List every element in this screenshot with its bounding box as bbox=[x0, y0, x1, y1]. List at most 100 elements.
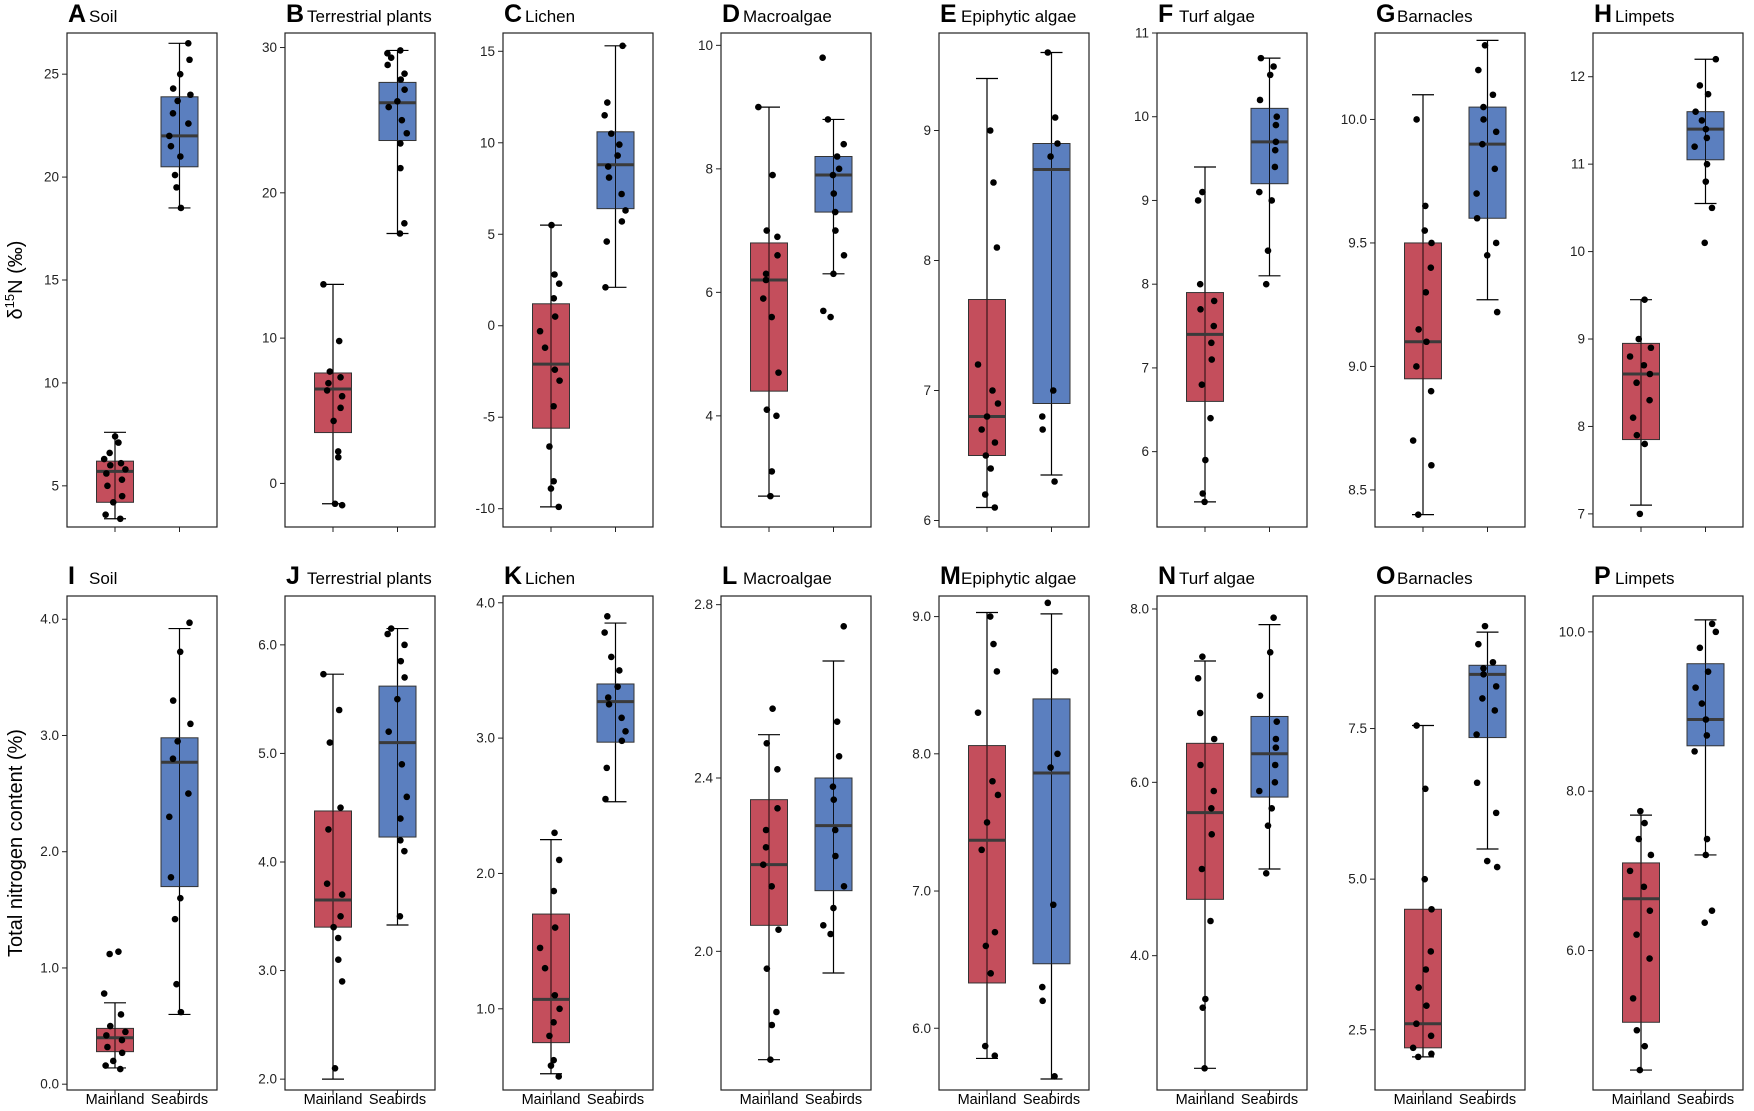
data-point bbox=[1266, 71, 1274, 79]
data-point bbox=[1701, 239, 1709, 247]
data-point bbox=[1272, 744, 1280, 751]
data-point bbox=[384, 50, 391, 57]
data-point bbox=[604, 163, 612, 170]
data-point bbox=[1413, 722, 1420, 729]
data-point bbox=[1493, 308, 1501, 316]
y-tick-label: -5 bbox=[483, 410, 495, 425]
data-point bbox=[337, 912, 344, 920]
data-point bbox=[835, 165, 843, 173]
panel-letter: L bbox=[722, 562, 737, 590]
box-mainland: Mainland bbox=[1622, 296, 1660, 532]
data-point bbox=[1629, 995, 1637, 1002]
box-seabirds: Seabirds bbox=[378, 47, 417, 532]
y-tick-label: 7 bbox=[1141, 360, 1149, 375]
data-point bbox=[1635, 835, 1643, 843]
data-point bbox=[774, 805, 781, 812]
data-point bbox=[102, 511, 109, 518]
y-tick-label: 2.4 bbox=[694, 771, 713, 786]
data-point bbox=[1473, 190, 1480, 197]
data-point bbox=[1049, 901, 1057, 909]
data-point bbox=[1480, 671, 1487, 678]
data-point bbox=[1044, 49, 1052, 56]
data-point bbox=[1210, 787, 1218, 795]
data-point bbox=[1428, 239, 1435, 247]
box-seabirds: Seabirds bbox=[805, 623, 862, 1108]
data-point bbox=[169, 109, 177, 117]
data-point bbox=[1197, 306, 1204, 313]
data-point bbox=[1629, 414, 1637, 422]
panel-letter: G bbox=[1376, 0, 1395, 28]
data-point bbox=[759, 861, 767, 868]
data-point bbox=[607, 653, 615, 661]
y-tick-label: 8.5 bbox=[1348, 482, 1367, 497]
data-point bbox=[104, 1043, 111, 1051]
data-point bbox=[1708, 907, 1716, 915]
data-point bbox=[618, 218, 626, 225]
data-point bbox=[840, 623, 848, 630]
y-tick-label: 4.0 bbox=[476, 595, 495, 610]
plot-frame bbox=[284, 32, 436, 528]
data-point bbox=[982, 942, 990, 950]
y-tick-label: 10 bbox=[262, 331, 277, 346]
data-point bbox=[1049, 387, 1057, 394]
data-point bbox=[326, 368, 334, 375]
data-point bbox=[334, 448, 342, 455]
data-point bbox=[547, 485, 555, 492]
data-point bbox=[603, 238, 611, 245]
data-point bbox=[1641, 440, 1649, 448]
box-seabirds: Seabirds bbox=[1686, 55, 1725, 532]
data-point bbox=[111, 433, 119, 440]
category-label: Mainland bbox=[958, 1092, 1017, 1108]
box-seabirds: Seabirds bbox=[1241, 614, 1298, 1108]
data-point bbox=[605, 700, 613, 708]
y-tick-label: 8.0 bbox=[912, 746, 931, 761]
data-point bbox=[325, 379, 332, 387]
panel-title: Epiphytic algae bbox=[961, 569, 1076, 588]
row-y-axis-label: δ15N (‰) bbox=[2, 241, 27, 320]
data-point bbox=[177, 894, 184, 902]
data-point bbox=[1194, 675, 1202, 682]
y-tick-label: 0 bbox=[487, 318, 495, 333]
data-point bbox=[546, 1032, 553, 1040]
data-point bbox=[1421, 875, 1429, 883]
data-point bbox=[990, 640, 997, 648]
data-point bbox=[1039, 997, 1046, 1005]
data-point bbox=[397, 836, 404, 844]
data-point bbox=[118, 1036, 126, 1044]
panel-letter: D bbox=[722, 0, 740, 28]
panel-letter: N bbox=[1158, 562, 1176, 590]
data-point bbox=[774, 766, 781, 773]
data-point bbox=[1194, 197, 1202, 204]
data-point bbox=[106, 449, 113, 457]
data-point bbox=[1272, 735, 1280, 743]
data-point bbox=[1198, 381, 1206, 388]
data-point bbox=[622, 207, 629, 214]
y-tick-label: 8 bbox=[1141, 277, 1149, 292]
data-point bbox=[1702, 851, 1710, 859]
data-point bbox=[1038, 413, 1046, 420]
data-point bbox=[320, 281, 327, 288]
data-point bbox=[618, 190, 625, 198]
data-point bbox=[1646, 370, 1654, 378]
box-seabirds: Seabirds bbox=[596, 42, 635, 532]
y-tick-label: 3.0 bbox=[40, 728, 59, 743]
data-point bbox=[1409, 1044, 1417, 1052]
data-point bbox=[1047, 153, 1054, 160]
y-tick-label: 8 bbox=[705, 161, 713, 176]
data-point bbox=[1473, 779, 1481, 787]
data-point bbox=[1255, 188, 1263, 196]
plot-frame bbox=[1374, 595, 1526, 1091]
box-seabirds: Seabirds bbox=[814, 54, 853, 532]
box-mainland: Mainland bbox=[522, 829, 580, 1108]
data-point bbox=[830, 904, 837, 912]
y-tick-label: 6.0 bbox=[912, 1021, 931, 1036]
data-point bbox=[1480, 103, 1487, 111]
data-point bbox=[1633, 1026, 1641, 1034]
data-point bbox=[1202, 995, 1209, 1003]
data-point bbox=[103, 1032, 110, 1039]
data-point bbox=[1702, 716, 1710, 723]
data-point bbox=[1422, 966, 1430, 973]
data-point bbox=[1270, 63, 1277, 70]
